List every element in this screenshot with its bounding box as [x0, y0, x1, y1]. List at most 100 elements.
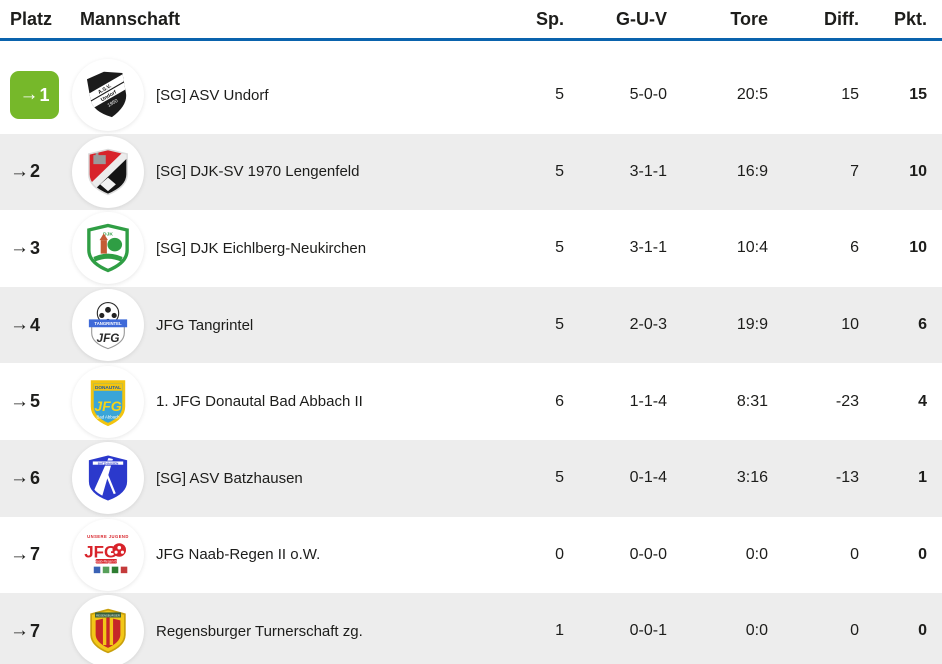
- goals: 3:16: [736, 469, 768, 487]
- games-played: 5: [555, 239, 564, 257]
- win-draw-loss: 0-0-1: [629, 622, 667, 640]
- column-header-mannschaft: Mannschaft: [80, 8, 181, 29]
- rank-cell: → 6: [10, 467, 72, 489]
- team-logo: REGENSBURGER: [72, 595, 144, 664]
- rank-number: 5: [30, 391, 41, 412]
- rank-number: 6: [30, 467, 41, 488]
- goals: 19:9: [736, 316, 768, 334]
- trend-right-icon: →: [10, 467, 29, 489]
- win-draw-loss: 3-1-1: [629, 239, 667, 257]
- trend-right-icon: →: [10, 620, 29, 642]
- svg-text:JFG: JFG: [94, 398, 121, 414]
- team-logo: A.S.V. Undorf 1950: [72, 59, 144, 132]
- team-logo: TANGRINTEL JFG: [72, 289, 144, 362]
- goal-difference: 7: [850, 162, 859, 180]
- svg-text:DONAUTAL: DONAUTAL: [95, 385, 121, 391]
- svg-text:Bad Abbach: Bad Abbach: [96, 414, 120, 419]
- table-header: Platz Mannschaft Sp. G-U-V Tore Diff. Pk…: [0, 0, 942, 41]
- column-header-guv: G-U-V: [616, 8, 667, 29]
- win-draw-loss: 3-1-1: [629, 162, 667, 180]
- logo-cell: A.S.V. Undorf 1950: [72, 59, 148, 132]
- svg-text:Naab-Regen 08: Naab-Regen 08: [94, 559, 118, 563]
- games-played: 1: [555, 622, 564, 640]
- trend-right-icon: →: [10, 390, 29, 412]
- column-header-pkt: Pkt.: [893, 8, 927, 29]
- svg-text:JFG: JFG: [97, 331, 120, 345]
- rank-badge: → 7: [10, 620, 40, 642]
- table-row[interactable]: → 7 REGENSBURGER Regensburger Turnerschaf…: [0, 593, 942, 664]
- team-name[interactable]: [SG] ASV Undorf: [156, 86, 269, 104]
- goals: 0:0: [745, 545, 768, 563]
- rank-badge: → 1: [10, 71, 59, 120]
- points: 0: [918, 622, 927, 640]
- table-row[interactable]: → 3 DJK [SG] DJK Eichlberg-Neukirchen 5 3…: [0, 210, 942, 287]
- games-played: 5: [555, 162, 564, 180]
- team-name[interactable]: JFG Tangrintel: [156, 316, 254, 334]
- table-row[interactable]: → 6 BATZHAUSEN [SG] ASV Batzhausen 5 0-1-…: [0, 439, 942, 517]
- team-name[interactable]: [SG] ASV Batzhausen: [156, 469, 303, 487]
- column-header-tore: Tore: [730, 8, 768, 29]
- goals: 8:31: [736, 392, 768, 410]
- svg-text:BATZHAUSEN: BATZHAUSEN: [98, 462, 119, 466]
- svg-text:1950: 1950: [107, 98, 120, 109]
- goal-difference: 15: [841, 86, 859, 104]
- trend-right-icon: →: [10, 237, 29, 259]
- logo-cell: REGENSBURGER: [72, 595, 148, 664]
- goal-difference: -23: [835, 392, 859, 410]
- rank-cell: → 2: [10, 161, 72, 183]
- standings-table-body: → 1 A.S.V. Undorf 1950 [SG] ASV Undorf 5 …: [0, 57, 942, 664]
- team-name[interactable]: 1. JFG Donautal Bad Abbach II: [156, 393, 363, 411]
- goal-difference: 0: [850, 545, 859, 563]
- trend-right-icon: →: [10, 314, 29, 336]
- table-row[interactable]: → 4 TANGRINTEL JFG JFG Tangrintel 5 2-0-3…: [0, 286, 942, 364]
- team-name[interactable]: [SG] DJK-SV 1970 Lengenfeld: [156, 163, 360, 181]
- logo-cell: TANGRINTEL JFG: [72, 289, 148, 362]
- rank-number: 2: [30, 161, 41, 182]
- svg-text:REGENSBURGER: REGENSBURGER: [96, 614, 120, 618]
- rank-badge: → 6: [10, 467, 40, 489]
- rank-cell: → 4: [10, 314, 72, 336]
- win-draw-loss: 2-0-3: [629, 316, 667, 334]
- team-name[interactable]: [SG] DJK Eichlberg-Neukirchen: [156, 239, 367, 257]
- trend-right-icon: →: [10, 160, 29, 182]
- rank-cell: → 7: [10, 544, 72, 566]
- games-played: 5: [555, 316, 564, 334]
- table-row[interactable]: → 2 [SG] DJK-SV 1970 Lengenfeld 5 3-1-1 1…: [0, 133, 942, 211]
- team-logo: BATZHAUSEN: [72, 442, 144, 515]
- win-draw-loss: 0-1-4: [629, 469, 667, 487]
- rank-cell: → 1: [10, 71, 72, 120]
- svg-text:TANGRINTEL: TANGRINTEL: [94, 321, 122, 326]
- column-header-platz: Platz: [10, 8, 53, 29]
- rank-number: 7: [30, 620, 41, 641]
- goals: 16:9: [736, 162, 768, 180]
- points: 10: [909, 239, 927, 257]
- team-name[interactable]: Regensburger Turnerschaft zg.: [156, 622, 363, 640]
- points: 15: [909, 86, 927, 104]
- goal-difference: 10: [841, 316, 859, 334]
- games-played: 6: [555, 392, 564, 410]
- column-header-sp: Sp.: [535, 8, 564, 29]
- table-row[interactable]: → 1 A.S.V. Undorf 1950 [SG] ASV Undorf 5 …: [0, 57, 942, 134]
- rank-badge: → 5: [10, 391, 40, 413]
- team-logo: UNSERE JUGEND JFG Naab-Regen 08: [72, 518, 144, 591]
- table-row[interactable]: → 7 UNSERE JUGEND JFG Naab-Regen 08 JFG N…: [0, 517, 942, 594]
- rank-cell: → 7: [10, 620, 72, 642]
- team-name[interactable]: JFG Naab-Regen II o.W.: [156, 546, 321, 564]
- rank-number: 4: [30, 314, 41, 335]
- games-played: 5: [555, 469, 564, 487]
- goal-difference: 6: [850, 239, 859, 257]
- games-played: 0: [555, 545, 564, 563]
- rank-badge: → 3: [10, 237, 40, 259]
- win-draw-loss: 1-1-4: [629, 392, 667, 410]
- logo-cell: DJK: [72, 212, 148, 285]
- rank-badge: → 4: [10, 314, 40, 336]
- trend-right-icon: →: [10, 543, 29, 565]
- table-row[interactable]: → 5 DONAUTAL JFG Bad Abbach 1. JFG Donaut…: [0, 363, 942, 440]
- rank-number: 3: [30, 237, 41, 258]
- goals: 10:4: [736, 239, 768, 257]
- points: 0: [918, 545, 927, 563]
- points: 4: [918, 392, 927, 410]
- goal-difference: 0: [850, 622, 859, 640]
- goals: 20:5: [736, 86, 768, 104]
- svg-text:UNSERE JUGEND: UNSERE JUGEND: [87, 534, 129, 539]
